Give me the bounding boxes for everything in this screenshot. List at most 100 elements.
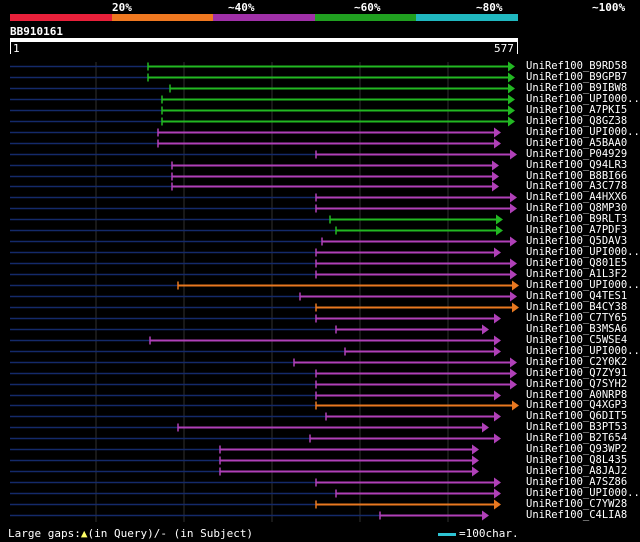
hit-label[interactable]: UniRef100_Q6DIT5 [526, 409, 628, 422]
hit-label[interactable]: UniRef100_UPI000... [526, 344, 640, 357]
hit-label[interactable]: UniRef100_Q8L435 [526, 453, 628, 466]
hit-arrow-icon [508, 61, 515, 72]
legend: Large gaps:▲(in Query)/- (in Subject) [8, 527, 253, 540]
scale-segment [213, 14, 315, 21]
hit-label[interactable]: UniRef100_A7PKI5 [526, 103, 628, 116]
hit-arrow-icon [494, 335, 501, 346]
hit-arrow-icon [494, 127, 501, 138]
hit-arrow-icon [494, 313, 501, 324]
hit-label[interactable]: UniRef100_Q4XGP3 [526, 398, 628, 411]
hit-arrow-icon [482, 324, 489, 335]
hit-label[interactable]: UniRef100_C7TY65 [526, 311, 628, 324]
hit-arrow-icon [496, 225, 503, 236]
query-bar [10, 38, 518, 42]
hit-arrow-icon [510, 258, 517, 269]
hit-label[interactable]: UniRef100_B3PT53 [526, 420, 628, 433]
hit-arrow-icon [494, 346, 501, 357]
scale-label: ~80% [476, 1, 503, 14]
legend-in-subject: - (in Subject) [160, 527, 254, 540]
hit-label[interactable]: UniRef100_B2T654 [526, 431, 628, 444]
hit-label[interactable]: UniRef100_B9RLT3 [526, 212, 628, 225]
hit-arrow-icon [482, 422, 489, 433]
hit-arrow-icon [512, 302, 519, 313]
scale-segment [314, 14, 417, 21]
hit-label[interactable]: UniRef100_C4LIA8 [526, 508, 628, 521]
hit-label[interactable]: UniRef100_Q801E5 [526, 256, 628, 269]
hit-arrow-icon [508, 83, 515, 94]
hit-label[interactable]: UniRef100_B3MSA6 [526, 322, 628, 335]
scale-segment [416, 14, 518, 21]
ruler-start-label: 1 [13, 42, 20, 55]
hit-arrow-icon [492, 171, 499, 182]
hit-label[interactable]: UniRef100_C2Y0K2 [526, 355, 628, 368]
hit-arrow-icon [494, 433, 501, 444]
hit-arrow-icon [494, 477, 501, 488]
hit-label[interactable]: UniRef100_A7SZ86 [526, 475, 628, 488]
hit-arrow-icon [510, 149, 517, 160]
hit-arrow-icon [494, 390, 501, 401]
hit-arrow-icon [510, 291, 517, 302]
hit-label[interactable]: UniRef100_UPI000... [526, 486, 640, 499]
hit-arrow-icon [472, 444, 479, 455]
hit-label[interactable]: UniRef100_A3C778 [526, 179, 628, 192]
hit-label[interactable]: UniRef100_UPI000... [526, 278, 640, 291]
hit-label[interactable]: UniRef100_B9GPB7 [526, 70, 628, 83]
hit-arrow-icon [508, 94, 515, 105]
hit-arrow-icon [512, 280, 519, 291]
hit-arrow-icon [492, 181, 499, 192]
hit-label[interactable]: UniRef100_P04929 [526, 147, 628, 160]
hit-label[interactable]: UniRef100_A0NRP8 [526, 388, 628, 401]
hit-label[interactable]: UniRef100_C5WSE4 [526, 333, 628, 346]
hit-label[interactable]: UniRef100_Q93WP2 [526, 442, 628, 455]
ruler-start-tick [10, 42, 11, 54]
legend-in-query: (in Query)/ [87, 527, 161, 540]
hit-label[interactable]: UniRef100_UPI000... [526, 125, 640, 138]
hit-label[interactable]: UniRef100_UPI000... [526, 245, 640, 258]
hit-label[interactable]: UniRef100_Q8GZ38 [526, 114, 628, 127]
ruler-end-tick [517, 42, 518, 54]
hit-label[interactable]: UniRef100_UPI000... [526, 92, 640, 105]
hit-label[interactable]: UniRef100_A1L3F2 [526, 267, 628, 280]
legend-scale-swatch [438, 533, 456, 536]
hit-arrow-icon [510, 269, 517, 280]
hit-label[interactable]: UniRef100_A5BAA0 [526, 136, 628, 149]
hit-label[interactable]: UniRef100_B9IBW8 [526, 81, 628, 94]
hit-arrow-icon [510, 203, 517, 214]
hit-arrow-icon [508, 105, 515, 116]
hit-label[interactable]: UniRef100_Q5DAV3 [526, 234, 628, 247]
scale-segment [10, 14, 112, 21]
hit-label[interactable]: UniRef100_Q7ZY91 [526, 366, 628, 379]
hit-arrow-icon [508, 116, 515, 127]
hit-arrow-icon [482, 510, 489, 521]
scale-label: 20% [112, 1, 132, 14]
hit-label[interactable]: UniRef100_B4CY38 [526, 300, 628, 313]
hit-label[interactable]: UniRef100_Q94LR3 [526, 158, 628, 171]
hit-arrow-icon [510, 236, 517, 247]
legend-large-gaps: Large gaps: [8, 527, 81, 540]
hit-label[interactable]: UniRef100_Q4TES1 [526, 289, 628, 302]
ruler-end-label: 577 [494, 42, 514, 55]
hit-label[interactable]: UniRef100_A7PDF3 [526, 223, 628, 236]
hit-arrow-icon [492, 160, 499, 171]
hit-arrow-icon [510, 379, 517, 390]
hit-arrow-icon [496, 214, 503, 225]
hit-arrow-icon [512, 400, 519, 411]
scale-label: ~40% [228, 1, 255, 14]
hit-arrow-icon [494, 247, 501, 258]
hit-label[interactable]: UniRef100_A8JAJ2 [526, 464, 628, 477]
hit-arrow-icon [510, 368, 517, 379]
hit-label[interactable]: UniRef100_B8BI66 [526, 169, 628, 182]
hit-arrow-icon [494, 499, 501, 510]
hit-label[interactable]: UniRef100_Q7SYH2 [526, 377, 628, 390]
hit-label[interactable]: UniRef100_C7YW28 [526, 497, 628, 510]
hit-label[interactable]: UniRef100_A4HXX6 [526, 190, 628, 203]
hit-label[interactable]: UniRef100_B9RD58 [526, 59, 628, 72]
hit-arrow-icon [510, 357, 517, 368]
legend-scale-text: =100char. [459, 527, 519, 540]
query-id: BB910161 [10, 25, 63, 38]
hit-arrow-icon [494, 411, 501, 422]
hit-label[interactable]: UniRef100_Q8MP30 [526, 201, 628, 214]
hit-arrow-icon [508, 72, 515, 83]
hit-arrow-icon [494, 488, 501, 499]
